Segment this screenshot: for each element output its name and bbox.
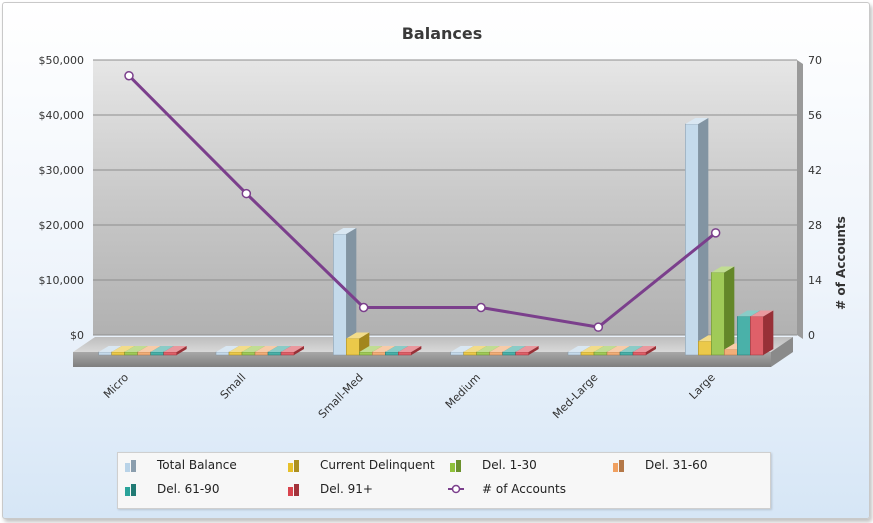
left-tick-label: $40,000	[39, 109, 85, 122]
plot-background	[93, 60, 797, 335]
legend-label: Del. 31-60	[645, 458, 708, 472]
bar	[711, 266, 735, 356]
bar-icon	[125, 460, 136, 472]
plot-side-wall	[797, 60, 803, 339]
bar	[515, 346, 539, 356]
right-tick-label: 0	[808, 329, 815, 342]
right-tick-label: 28	[808, 219, 822, 232]
bar	[163, 346, 187, 356]
bar-icon	[288, 484, 299, 496]
legend-label: Total Balance	[157, 458, 237, 472]
category-label: Small	[218, 371, 249, 402]
legend-label: # of Accounts	[482, 482, 566, 496]
right-tick-label: 14	[808, 274, 822, 287]
legend-label: Del. 91+	[320, 482, 373, 496]
left-tick-label: $50,000	[39, 54, 85, 67]
accounts-line-series	[124, 70, 721, 332]
right-axis-label: # of Accounts	[834, 216, 848, 310]
line-point	[593, 322, 604, 332]
bar	[632, 346, 656, 356]
right-tick-label: 70	[808, 54, 822, 67]
category-label: Micro	[101, 371, 131, 401]
gridlines	[93, 59, 797, 336]
category-labels: Micro Small Small-Med Medium Med-Large Large	[101, 371, 718, 422]
right-tick-label: 42	[808, 164, 822, 177]
line-point	[358, 302, 369, 313]
chart-legend: Total Balance Current Delinquent Del. 1-30…	[117, 452, 771, 509]
line-point	[710, 228, 721, 238]
bar	[750, 310, 774, 356]
line-marker-icon	[448, 484, 464, 494]
line-point	[476, 302, 486, 313]
right-axis-ticks: 0 14 28 42 56 70	[808, 54, 822, 342]
bar-icon	[125, 484, 136, 496]
left-tick-label: $30,000	[39, 164, 85, 177]
bar	[280, 346, 304, 356]
floor-front	[73, 352, 771, 367]
left-tick-label: $10,000	[39, 274, 85, 287]
category-label: Medium	[443, 371, 483, 411]
legend-label: Current Delinquent	[320, 458, 435, 472]
legend-label: Del. 61-90	[157, 482, 220, 496]
left-tick-label: $20,000	[39, 219, 85, 232]
bar-icon	[288, 460, 299, 472]
bar	[398, 346, 422, 356]
category-label: Small-Med	[316, 371, 366, 421]
right-tick-label: 56	[808, 109, 822, 122]
category-label: Med-Large	[550, 371, 600, 421]
bar	[333, 228, 357, 356]
plot-area	[93, 60, 803, 339]
category-label: Large	[687, 371, 718, 402]
legend-label: Del. 1-30	[482, 458, 537, 472]
chart-title: Balances	[402, 24, 483, 43]
line-point	[241, 188, 252, 199]
left-axis-ticks: $0 $10,000 $20,000 $30,000 $40,000 $50,000	[39, 54, 85, 342]
bar	[685, 118, 709, 356]
bar-icon	[613, 460, 624, 472]
accounts-line	[127, 74, 717, 329]
floor-side	[771, 337, 793, 367]
left-tick-label: $0	[70, 329, 84, 342]
line-point	[124, 70, 134, 81]
bar-series	[98, 118, 774, 356]
bar-icon	[450, 460, 461, 472]
